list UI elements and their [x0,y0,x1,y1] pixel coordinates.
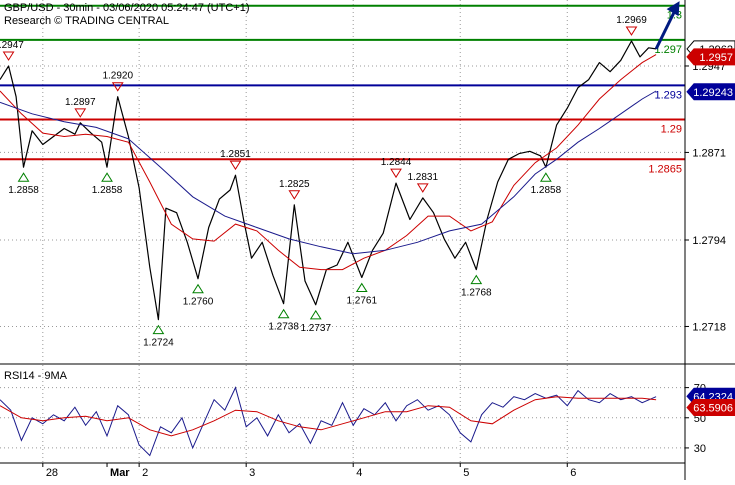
peak-marker [111,82,124,92]
x-tick-label: 5 [463,467,469,479]
slow-ma-line [0,90,657,255]
projection-arrow-head [666,1,680,17]
price-tick-label: 1.2871 [692,147,726,159]
grid-layer [0,0,685,463]
x-tick-label: 3 [249,467,255,479]
peak-marker [625,26,638,36]
peak-label: 1.2851 [220,149,251,160]
price-tag-label: 1.29243 [693,87,733,99]
rsi-ma-line [0,396,657,437]
rsi-title: RSI14 - 9MA [4,370,68,382]
peak-label: 1.2947 [0,40,24,51]
level-label: 1.297 [654,44,682,56]
price-tick-label: 1.2794 [692,235,726,247]
peak-marker [288,190,301,200]
trough-marker [101,172,113,182]
trough-marker [192,283,204,294]
trough-label: 1.2768 [461,288,492,299]
trough-marker [539,172,552,182]
trough-label: 1.2858 [8,185,39,196]
price-tag-label: 1.2957 [699,52,733,64]
trough-label: 1.2761 [346,296,377,307]
x-tick-label: 28 [46,467,58,479]
x-tick-label: Mar [110,467,130,479]
level-label: 1.2865 [648,163,682,175]
trough-marker [152,324,165,335]
trough-marker [470,274,483,285]
trough-label: 1.2737 [300,323,331,334]
x-tick-label: 4 [356,467,362,479]
price-tag [686,48,735,66]
rsi-layer [0,386,657,457]
rsi-line [0,386,657,457]
rsi-tag [686,399,735,417]
level-label: 1.29 [661,123,682,135]
trough-marker [277,308,290,319]
level-label: 1.293 [654,89,682,101]
peak-marker [74,108,87,118]
trough-label: 1.2858 [531,185,562,196]
trough-marker [355,282,368,293]
peak-label: 1.2920 [102,71,133,82]
peak-marker [416,183,429,193]
peak-label: 1.2897 [65,97,96,108]
peak-marker [2,51,15,61]
series-layer [0,1,680,321]
peak-label: 1.2844 [381,157,412,168]
price-tag [686,83,735,101]
peak-marker [229,160,242,171]
price-line [0,40,657,321]
x-tick-label: 2 [142,467,148,479]
price-tick-label: 1.2718 [692,321,726,333]
trough-label: 1.2724 [143,338,174,349]
x-tick-label: 6 [570,467,576,479]
marker-layer: 1.2947 1.2897 1.2920 1.2851 1.2825 1.2844 1.28… [0,15,647,349]
trough-marker [17,172,30,182]
chart-title: GBP/USD - 30min - 03/06/2020 05:24:47 (U… [4,2,249,14]
trough-label: 1.2760 [183,297,214,308]
fast-ma-line [0,54,657,271]
rsi-tag-label: 63.5906 [693,403,733,415]
chart-subtitle: Research © TRADING CENTRAL [4,15,169,27]
peak-label: 1.2831 [407,172,438,183]
trough-label: 1.2858 [92,185,123,196]
trough-label: 1.2738 [268,322,299,333]
peak-marker [390,168,402,179]
rsi-tick-label: 30 [694,443,706,455]
projection-arrow-shaft [654,8,677,50]
peak-label: 1.2969 [616,15,647,26]
peak-label: 1.2825 [279,179,310,190]
trough-marker [309,309,322,320]
